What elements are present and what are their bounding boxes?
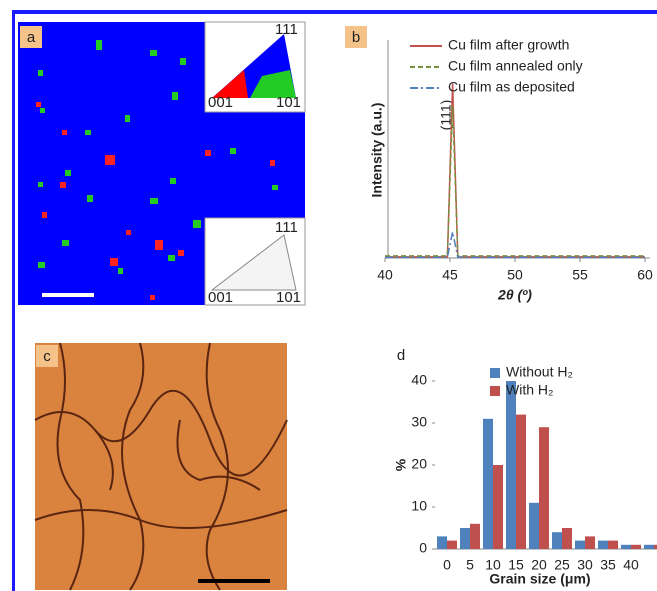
- series-line: [385, 84, 645, 257]
- x-tick-label: 55: [572, 267, 588, 283]
- panel-label: b: [352, 29, 360, 46]
- panel-label: d: [397, 347, 405, 364]
- scale-bar: [198, 579, 270, 583]
- x-tick-label: 45: [442, 267, 458, 283]
- bar: [585, 536, 595, 549]
- series-line: [385, 105, 645, 255]
- bar: [460, 528, 470, 549]
- inset-label: 001: [208, 289, 233, 306]
- legend-label: With H₂: [506, 382, 553, 398]
- legend-swatch: [490, 368, 500, 378]
- bar: [529, 503, 539, 549]
- bar: [608, 541, 618, 549]
- scale-bar: [42, 293, 94, 297]
- x-axis-label: Grain size (μm): [489, 571, 590, 587]
- micrograph: [35, 343, 287, 590]
- bar: [562, 528, 572, 549]
- bar: [447, 541, 457, 549]
- series-line: [385, 232, 645, 258]
- x-tick-label: 35: [600, 557, 616, 573]
- bar: [516, 415, 526, 549]
- panel-c: c: [35, 343, 287, 590]
- x-tick-label: 0: [443, 557, 451, 573]
- x-axis-label: 2θ (º): [497, 287, 532, 303]
- bar: [483, 419, 493, 549]
- bar: [470, 524, 480, 549]
- bar: [506, 381, 516, 549]
- bar: [621, 545, 631, 549]
- inset-label: 111: [275, 219, 298, 236]
- bar: [631, 545, 641, 549]
- x-tick-label: 5: [466, 557, 474, 573]
- panel-label: c: [43, 348, 51, 365]
- figure: 111 001 101 111 001 101 a c b4045505560I…: [0, 0, 657, 591]
- bar: [437, 536, 447, 549]
- panel-a: 111 001 101 111 001 101 a: [18, 21, 305, 306]
- frame-left: [12, 10, 15, 591]
- y-tick-label: 20: [411, 456, 427, 472]
- y-tick-label: 30: [411, 414, 427, 430]
- inset-label: 101: [276, 94, 301, 111]
- bar: [539, 427, 549, 549]
- bar: [598, 541, 608, 549]
- y-tick-label: 0: [419, 540, 427, 556]
- legend-label: Cu film annealed only: [448, 58, 583, 74]
- legend-label: Cu film after growth: [448, 37, 569, 53]
- bar: [493, 465, 503, 549]
- inset-label: 001: [208, 94, 233, 111]
- y-tick-label: 40: [411, 372, 427, 388]
- y-axis-label: Intensity (a.u.): [369, 103, 385, 198]
- frame-top: [12, 10, 657, 14]
- x-tick-label: 60: [637, 267, 653, 283]
- inset-label: 101: [276, 289, 301, 306]
- inset-label: 111: [275, 21, 298, 38]
- x-tick-label: 40: [623, 557, 639, 573]
- bar: [575, 541, 585, 549]
- bar: [644, 545, 654, 549]
- x-tick-label: 50: [507, 267, 523, 283]
- panel-label: a: [27, 29, 36, 46]
- y-tick-label: 10: [411, 498, 427, 514]
- legend-label: Cu film as deposited: [448, 79, 575, 95]
- legend-label: Without H₂: [506, 364, 573, 380]
- legend-swatch: [490, 386, 500, 396]
- x-tick-label: 40: [377, 267, 393, 283]
- y-axis-label: %: [393, 458, 409, 471]
- bar: [552, 532, 562, 549]
